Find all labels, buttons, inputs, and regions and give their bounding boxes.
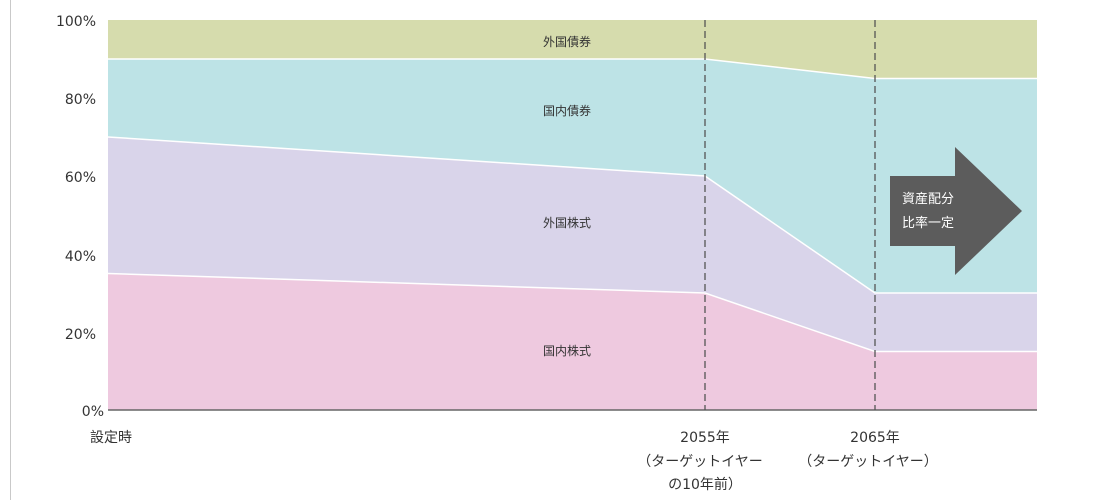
arrow-annotation-line: 比率一定 [902, 215, 954, 231]
x-tick-label-start: 設定時 [90, 430, 132, 446]
area-domestic-bonds [108, 59, 1037, 293]
y-tick-label: 40% [65, 249, 96, 265]
y-tick-label: 0% [82, 404, 104, 420]
right-arrow-icon [890, 147, 1022, 275]
stacked-area-layers [108, 20, 1037, 410]
series-label-foreign-stocks: 外国株式 [543, 215, 591, 230]
series-label-domestic-bonds: 国内債券 [543, 103, 591, 118]
y-tick-label: 80% [65, 92, 96, 108]
area-foreign-bonds [108, 20, 1037, 79]
x-tick-label-2055: 2055年 [680, 430, 730, 446]
x-tick-sublabel: （ターゲットイヤー） [798, 454, 938, 470]
series-boundary-line [107, 136, 1037, 294]
series-boundary-line [107, 272, 1037, 353]
area-boundaries [107, 58, 1037, 353]
x-tick-sublabel: （ターゲットイヤー [637, 454, 763, 470]
series-boundary-line [108, 58, 1037, 80]
series-label-foreign-bonds: 外国債券 [543, 34, 591, 49]
series-label-domestic-stocks: 国内株式 [543, 343, 591, 358]
x-tick-sublabel: の10年前） [668, 476, 742, 493]
area-domestic-stocks [108, 273, 1037, 410]
y-tick-label: 20% [65, 327, 96, 343]
y-tick-label: 60% [65, 170, 96, 186]
x-tick-label-2065: 2065年 [850, 430, 900, 446]
area-foreign-stocks [108, 137, 1037, 352]
y-tick-label: 100% [56, 14, 96, 30]
arrow-annotation-line: 資産配分 [902, 191, 954, 207]
